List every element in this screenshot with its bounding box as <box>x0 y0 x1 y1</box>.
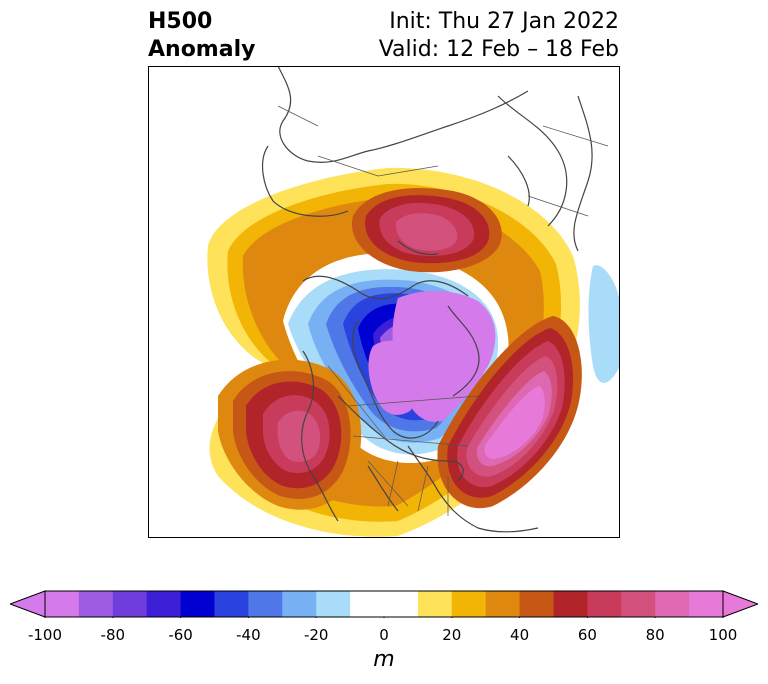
colorbar-tick-labels: -100 -80 -60 -40 -20 0 20 40 60 80 100 <box>0 626 768 646</box>
colorbar-tick-label: -40 <box>236 626 261 644</box>
coastlines <box>261 66 593 533</box>
colorbar-segment <box>316 591 351 617</box>
colorbar-segment <box>282 591 317 617</box>
colorbar-segment <box>384 591 419 617</box>
title-variable: H500 <box>148 9 213 34</box>
colorbar-tick-label: 40 <box>510 626 530 644</box>
colorbar-tick-label: 0 <box>379 626 389 644</box>
colorbar-segment <box>214 591 249 617</box>
colorbar-segment <box>451 591 487 617</box>
colorbar-tick-label: -20 <box>303 626 329 644</box>
borders <box>277 105 609 516</box>
positive-center-atlantic <box>437 316 582 509</box>
colorbar-segment <box>45 591 80 617</box>
colorbar-segment <box>485 591 521 617</box>
colorbar-tick-label: 100 <box>708 626 738 644</box>
colorbar-tick-label: 20 <box>442 626 462 644</box>
colorbar-segment <box>553 591 588 617</box>
colorbar-tick-label: 60 <box>577 626 597 644</box>
positive-center-arctic <box>351 187 502 273</box>
anomaly-map <box>148 66 620 538</box>
colorbar-extend-min <box>8 590 46 618</box>
negative-patch-east <box>588 265 620 383</box>
positive-center-west <box>218 359 362 510</box>
colorbar-segment <box>689 591 724 617</box>
colorbar-segment <box>587 591 622 617</box>
colorbar-units: m <box>373 647 395 672</box>
colorbar-svg <box>8 590 760 618</box>
colorbar-segment <box>350 591 385 617</box>
colorbar-tick-label: 80 <box>645 626 665 644</box>
colorbar-segment <box>112 591 148 617</box>
chart-title: H500 Anomaly <box>148 8 255 64</box>
white-patch-left <box>148 286 156 316</box>
colorbar <box>8 590 760 618</box>
colorbar-segment <box>146 591 182 617</box>
colorbar-segment <box>621 591 656 617</box>
colorbar-segment <box>417 591 453 617</box>
map-border <box>148 66 620 538</box>
colorbar-segment <box>655 591 690 617</box>
colorbar-tick-label: -60 <box>168 626 193 644</box>
valid-period: Valid: 12 Feb – 18 Feb <box>378 37 619 62</box>
colorbar-extend-max <box>722 590 760 618</box>
colorbar-segment <box>78 591 114 617</box>
title-kind: Anomaly <box>148 37 256 62</box>
map-svg <box>148 66 620 538</box>
colorbar-segment <box>519 591 554 617</box>
colorbar-segment <box>248 591 283 617</box>
colorbar-segment <box>180 591 215 617</box>
colorbar-tick-label: -80 <box>100 626 126 644</box>
init-time: Init: Thu 27 Jan 2022 <box>389 9 619 34</box>
chart-time-info: Init: Thu 27 Jan 2022 Valid: 12 Feb – 18… <box>379 8 619 64</box>
colorbar-tick-label: -100 <box>27 626 63 644</box>
